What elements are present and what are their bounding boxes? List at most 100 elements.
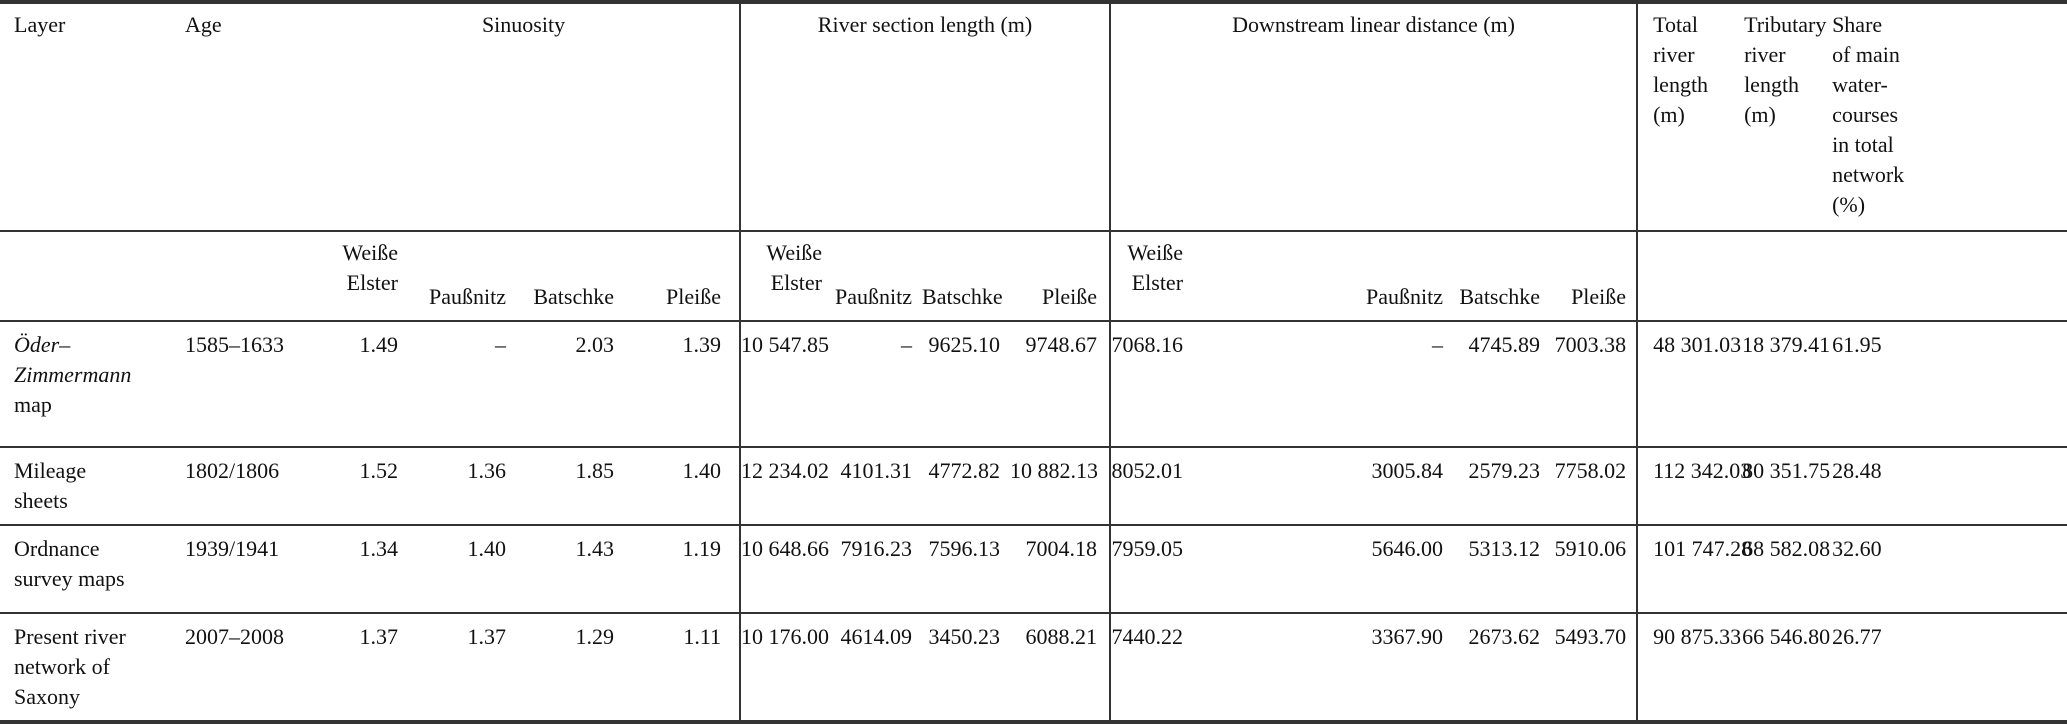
table-row: Öder– Zimmermann map 1585–1633 1.49 – 2.… <box>0 321 2067 448</box>
empty-cell <box>1636 231 1743 322</box>
river-section-cell: 10 882.13 <box>1010 447 1111 526</box>
river-section-cell: 10 648.66 <box>739 525 833 614</box>
total-length-cell: 101 747.28 <box>1636 525 1752 614</box>
downstream-cell: 2579.23 <box>1453 447 1551 526</box>
subcol-header-batschke: Batschke <box>516 231 624 322</box>
river-section-cell: 9625.10 <box>922 321 1011 448</box>
share-cell: 32.60 <box>1820 525 2067 614</box>
river-section-cell: 12 234.02 <box>739 447 833 526</box>
sinuosity-cell: 1.19 <box>624 525 741 614</box>
row-label-plain: Ordnance survey maps <box>14 536 125 591</box>
downstream-cell: 8052.01 <box>1109 447 1194 526</box>
downstream-cell: 7068.16 <box>1109 321 1194 448</box>
sinuosity-cell: 1.43 <box>516 525 624 614</box>
subcol-header-weisse-elster: Weiße Elster <box>308 231 408 322</box>
downstream-cell: 3367.90 <box>1371 624 1444 649</box>
river-section-cell: 7004.18 <box>1010 525 1111 614</box>
subcol-header-weisse-elster: Weiße Elster <box>739 231 833 322</box>
group-header-sinuosity: Sinuosity <box>308 2 741 232</box>
sinuosity-cell: 1.85 <box>516 447 624 526</box>
sinuosity-cell: 1.37 <box>359 624 399 649</box>
col-header-age: Age <box>170 2 308 232</box>
row-label: Present river network of Saxony <box>0 613 170 722</box>
col-header-tributary-river-length: Tributary river length (m) <box>1742 2 1826 232</box>
subheader-row: Weiße Elster Paußnitz Batschke Pleiße We… <box>0 231 2067 322</box>
table-row: Present river network of Saxony 2007–200… <box>0 613 2067 722</box>
age-cell: 1939/1941 <box>170 525 308 614</box>
row-label-italic: Öder– Zimmermann <box>14 332 132 387</box>
subcol-header-batschke: Batschke <box>1453 231 1551 322</box>
downstream-cell: 2673.62 <box>1468 624 1541 649</box>
header-row: Layer Age Sinuosity River section length… <box>0 2 2067 232</box>
empty-cell <box>1742 231 1821 322</box>
empty-cell <box>1820 231 2067 322</box>
subcol-header-paussnitz: Paußnitz <box>408 231 516 322</box>
sinuosity-cell: 1.36 <box>408 447 516 526</box>
tributary-length-cell: 18 379.41 <box>1742 321 1830 448</box>
downstream-cell: 4745.89 <box>1453 321 1551 448</box>
downstream-cell: 5313.12 <box>1453 525 1551 614</box>
row-label: Mileage sheets <box>0 447 170 526</box>
age-cell: 2007–2008 <box>185 624 284 649</box>
sinuosity-cell: 1.11 <box>683 624 722 649</box>
river-section-cell: 4101.31 <box>832 447 923 526</box>
sinuosity-cell: – <box>408 321 516 448</box>
total-length-cell: 90 875.33 <box>1636 613 1743 722</box>
downstream-cell: 5910.06 <box>1550 525 1638 614</box>
sinuosity-cell: 1.40 <box>408 525 516 614</box>
downstream-cell: 7959.05 <box>1109 525 1194 614</box>
share-cell: 28.48 <box>1820 447 2067 526</box>
downstream-cell: – <box>1193 321 1454 448</box>
share-cell: 61.95 <box>1820 321 2067 448</box>
row-label: Ordnance survey maps <box>0 525 170 614</box>
river-section-cell: 4772.82 <box>922 447 1011 526</box>
downstream-cell: 7440.22 <box>1109 613 1194 722</box>
col-header-share-main-watercourses: Share of main water- courses in total ne… <box>1820 2 2067 232</box>
age-cell: 1802/1806 <box>170 447 308 526</box>
downstream-cell: 5493.70 <box>1554 624 1627 649</box>
row-label-plain: Mileage sheets <box>14 458 87 513</box>
subcol-header-pleisse: Pleiße <box>1550 231 1638 322</box>
river-section-cell: 10 547.85 <box>739 321 833 448</box>
group-header-river-section-length: River section length (m) <box>739 2 1111 232</box>
sinuosity-cell: 2.03 <box>516 321 624 448</box>
total-length-cell: 48 301.03 <box>1636 321 1743 448</box>
sinuosity-cell: 1.39 <box>624 321 741 448</box>
tributary-length-cell: 66 546.80 <box>1742 624 1831 649</box>
sinuosity-cell: 1.52 <box>308 447 408 526</box>
sinuosity-cell: 1.34 <box>308 525 408 614</box>
river-section-cell: 6088.21 <box>1025 624 1098 649</box>
total-length-cell: 112 342.03 <box>1636 447 1751 526</box>
subcol-header-weisse-elster: Weiße Elster <box>1109 231 1194 322</box>
age-cell: 1585–1633 <box>170 321 308 448</box>
river-section-cell: 7596.13 <box>922 525 1011 614</box>
subcol-header-paussnitz: Paußnitz <box>832 231 923 322</box>
sinuosity-cell: 1.29 <box>575 624 615 649</box>
tributary-length-cell: 80 351.75 <box>1742 447 1830 526</box>
downstream-cell: 7758.02 <box>1550 447 1638 526</box>
river-section-cell: – <box>832 321 923 448</box>
river-section-cell: 10 176.00 <box>739 613 833 722</box>
empty-cell <box>170 231 308 322</box>
sinuosity-cell: 1.40 <box>624 447 741 526</box>
empty-cell <box>0 231 170 322</box>
row-label: Öder– Zimmermann map <box>0 321 170 448</box>
table-row: Mileage sheets 1802/1806 1.52 1.36 1.85 … <box>0 447 2067 526</box>
subcol-header-batschke: Batschke <box>922 231 1011 322</box>
subcol-header-pleisse: Pleiße <box>624 231 741 322</box>
sinuosity-cell: 1.49 <box>308 321 408 448</box>
subcol-header-paussnitz: Paußnitz <box>1193 231 1454 322</box>
row-label-plain: Present river network of Saxony <box>14 624 126 709</box>
river-section-cell: 4614.09 <box>840 624 913 649</box>
col-header-layer: Layer <box>0 2 170 232</box>
downstream-cell: 5646.00 <box>1193 525 1454 614</box>
col-header-total-river-length: Total river length (m) <box>1636 2 1743 232</box>
share-cell: 26.77 <box>1832 624 1882 649</box>
group-header-downstream-linear-distance: Downstream linear distance (m) <box>1109 2 1638 232</box>
river-section-cell: 7916.23 <box>832 525 923 614</box>
subcol-header-pleisse: Pleiße <box>1010 231 1111 322</box>
downstream-cell: 3005.84 <box>1193 447 1454 526</box>
tributary-length-cell: 68 582.08 <box>1742 525 1830 614</box>
river-section-cell: 3450.23 <box>928 624 1001 649</box>
